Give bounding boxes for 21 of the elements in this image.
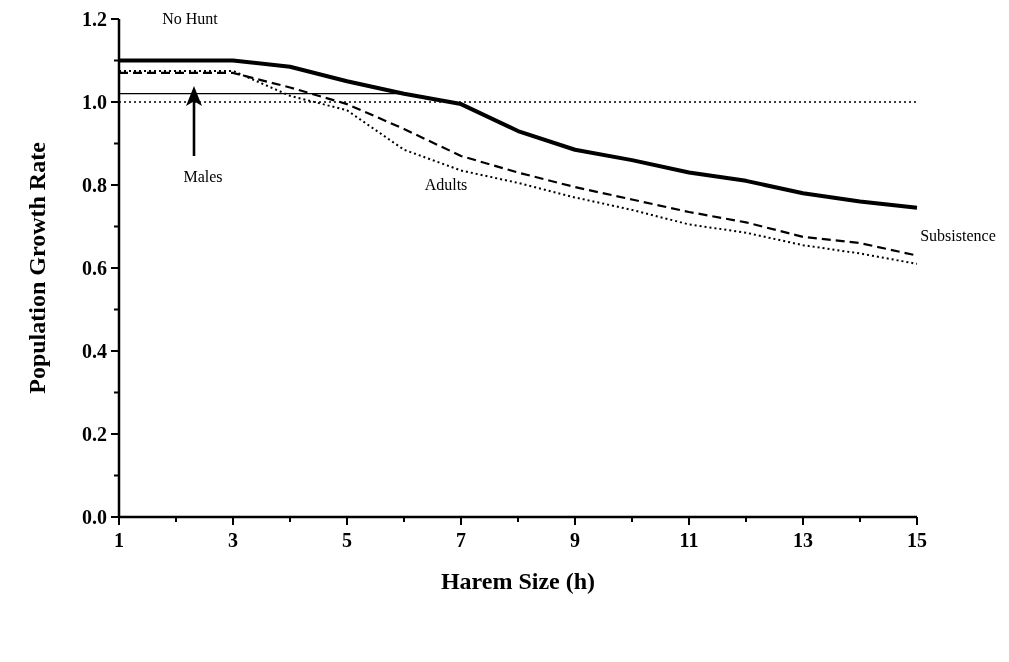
x-tick-label: 5 xyxy=(342,529,352,551)
annotation: No Hunt xyxy=(162,10,219,27)
y-axis-title: Population Growth Rate xyxy=(24,141,50,394)
x-tick-label: 7 xyxy=(456,529,466,551)
x-tick-label: 1 xyxy=(114,529,124,551)
y-tick-label: 0.6 xyxy=(82,257,107,279)
text: Subsistence xyxy=(920,227,996,244)
y-tick-label: 0.8 xyxy=(82,174,107,196)
x-tick-label: 13 xyxy=(793,529,813,551)
y-tick-label: 1.2 xyxy=(82,8,107,30)
x-tick-label: 11 xyxy=(679,529,699,551)
annotation: Adults xyxy=(424,176,468,193)
y-tick-label: 0.0 xyxy=(82,506,107,528)
y-tick-label: 0.4 xyxy=(82,340,107,362)
x-tick-label: 15 xyxy=(907,529,927,551)
annotation: Males xyxy=(183,168,223,185)
x-axis-title: Harem Size (h) xyxy=(440,568,596,594)
y-tick-label: 1.0 xyxy=(82,91,107,113)
x-tick-label: 9 xyxy=(570,529,580,551)
y-tick-label: 0.2 xyxy=(82,423,107,445)
x-tick-label: 3 xyxy=(228,529,238,551)
